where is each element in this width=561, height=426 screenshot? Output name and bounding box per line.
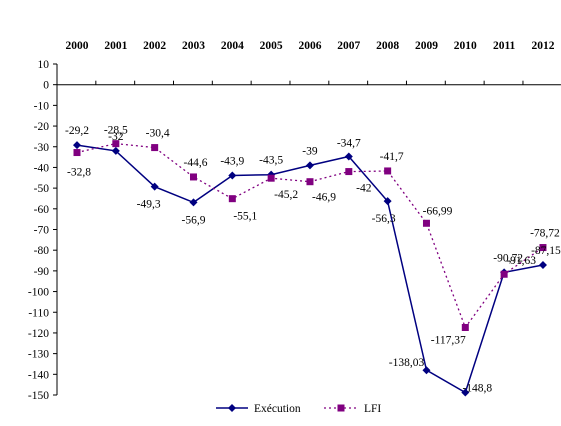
data-label-execution: -43,5 bbox=[259, 155, 283, 167]
x-tick-label: 2007 bbox=[337, 40, 360, 52]
y-tick-label: -30 bbox=[34, 142, 50, 154]
data-label-lfi: -66,99 bbox=[423, 205, 453, 217]
data-labels: -29,2 -32 -49,3 -56,9 -43,9 -43,5 -39 -34,7 -56,… bbox=[65, 125, 561, 395]
data-label-execution: -49,3 bbox=[137, 199, 161, 211]
legend-marker-execution bbox=[228, 404, 236, 412]
point-lfi bbox=[345, 168, 353, 176]
x-tick-label: 2008 bbox=[376, 40, 399, 52]
data-label-lfi: -44,6 bbox=[184, 157, 208, 169]
x-tick-label: 2002 bbox=[143, 40, 166, 52]
data-label-lfi: -78,72 bbox=[530, 228, 560, 240]
data-label-execution: -32 bbox=[108, 131, 124, 143]
x-tick-label: 2012 bbox=[531, 40, 554, 52]
y-tick-label: -120 bbox=[28, 328, 49, 340]
data-label-lfi: -117,37 bbox=[431, 334, 466, 346]
x-tick-label: 2005 bbox=[260, 40, 283, 52]
axes: 10 0 -10 -20 -30 -40 -50 -60 -70 -80 -90 -100 -110 -1… bbox=[28, 40, 561, 402]
point-execution bbox=[538, 260, 547, 269]
y-tick-label: -10 bbox=[34, 100, 50, 112]
data-label-lfi: -32,8 bbox=[67, 167, 91, 179]
x-tick-label: 2006 bbox=[298, 40, 321, 52]
series-line-lfi bbox=[76, 142, 544, 329]
legend: Exécution LFI bbox=[216, 403, 381, 415]
x-tick-label: 2004 bbox=[221, 40, 244, 52]
y-tick-label: -130 bbox=[28, 349, 49, 361]
y-tick-label: -140 bbox=[28, 369, 49, 381]
point-execution bbox=[150, 182, 159, 191]
x-tick-label: 2010 bbox=[454, 40, 477, 52]
y-tick-label: -70 bbox=[34, 225, 50, 237]
y-tick-label: -80 bbox=[34, 245, 50, 257]
point-execution bbox=[461, 388, 470, 397]
point-lfi bbox=[306, 178, 314, 186]
data-label-lfi: -55,1 bbox=[233, 211, 257, 223]
x-tick-label: 2000 bbox=[66, 40, 89, 52]
y-tick-label: 0 bbox=[43, 80, 49, 92]
data-label-lfi: -42 bbox=[356, 183, 372, 195]
x-tick-label: 2003 bbox=[182, 40, 205, 52]
data-label-execution: -87,15 bbox=[531, 245, 561, 257]
y-tick-label: -40 bbox=[34, 162, 50, 174]
y-tick-label: -150 bbox=[28, 390, 49, 402]
x-tick-label: 2001 bbox=[104, 40, 127, 52]
point-lfi bbox=[500, 270, 508, 278]
point-lfi bbox=[461, 323, 469, 331]
y-tick-label: -20 bbox=[34, 121, 50, 133]
data-label-lfi: -41,7 bbox=[380, 151, 404, 163]
data-label-execution: -138,03 bbox=[389, 357, 425, 369]
data-label-lfi: -46,9 bbox=[312, 192, 336, 204]
y-tick-label: -110 bbox=[28, 307, 49, 319]
y-tick-label: -50 bbox=[34, 183, 50, 195]
data-label-execution: -29,2 bbox=[65, 125, 89, 137]
x-tick-label: 2009 bbox=[415, 40, 438, 52]
point-execution bbox=[111, 146, 120, 155]
legend-label-lfi: LFI bbox=[364, 403, 381, 415]
legend-label-execution: Exécution bbox=[254, 403, 301, 415]
data-label-lfi: -28,5 bbox=[104, 125, 128, 137]
y-tick-label: -90 bbox=[34, 266, 50, 278]
data-label-lfi: -30,4 bbox=[146, 128, 170, 140]
point-execution bbox=[305, 161, 314, 170]
point-execution bbox=[383, 197, 392, 206]
x-tick-label: 2011 bbox=[493, 40, 516, 52]
point-execution bbox=[422, 366, 431, 375]
y-tick-label: 10 bbox=[38, 59, 50, 71]
point-execution bbox=[73, 141, 81, 150]
y-tick-label: -60 bbox=[34, 204, 50, 216]
data-label-lfi: -91,63 bbox=[506, 255, 536, 267]
data-label-execution: -39 bbox=[302, 145, 318, 157]
data-label-execution: -56,9 bbox=[182, 214, 206, 226]
data-label-execution: -56,3 bbox=[372, 213, 396, 225]
point-lfi bbox=[189, 173, 197, 181]
data-label-execution: -34,7 bbox=[337, 137, 361, 149]
data-label-execution: -90,72 bbox=[493, 252, 523, 264]
point-lfi bbox=[422, 219, 430, 227]
point-execution bbox=[228, 171, 237, 180]
data-label-execution: -148,8 bbox=[462, 383, 492, 395]
point-execution bbox=[344, 152, 353, 161]
point-lfi bbox=[267, 174, 275, 182]
point-lfi bbox=[112, 140, 120, 148]
point-lfi bbox=[151, 144, 159, 152]
point-lfi bbox=[384, 167, 392, 175]
data-label-execution: -43,9 bbox=[220, 156, 244, 168]
point-lfi bbox=[73, 149, 81, 157]
y-tick-label: -100 bbox=[28, 287, 49, 299]
point-lfi bbox=[228, 195, 236, 203]
series-layer bbox=[73, 140, 547, 397]
legend-marker-lfi bbox=[337, 404, 345, 412]
point-execution bbox=[189, 198, 198, 207]
data-label-lfi: -45,2 bbox=[274, 189, 298, 201]
point-lfi bbox=[539, 244, 547, 252]
